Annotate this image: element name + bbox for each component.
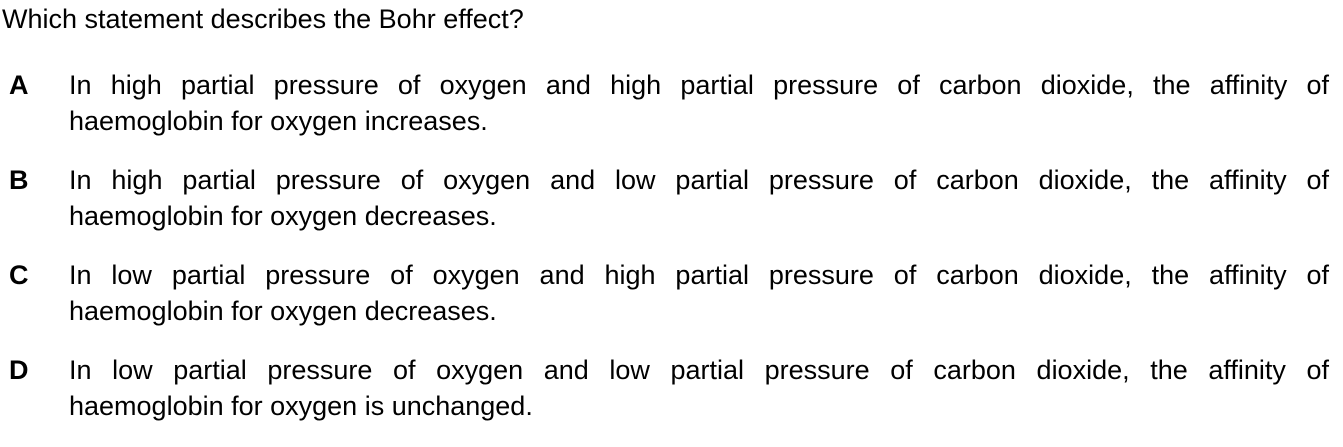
option-c[interactable]: C In low partial pressure of oxygen and … bbox=[0, 257, 1343, 352]
answer-options: A In high partial pressure of oxygen and… bbox=[0, 67, 1343, 447]
question-stem: Which statement describes the Bohr effec… bbox=[2, 4, 524, 34]
option-text-line: In high partial pressure of oxygen and h… bbox=[69, 70, 1329, 100]
option-text-line: haemoglobin for oxygen decreases. bbox=[69, 201, 497, 231]
option-text: In low partial pressure of oxygen and hi… bbox=[69, 257, 1329, 329]
option-text-line: In high partial pressure of oxygen and l… bbox=[69, 165, 1329, 195]
option-text-line: haemoglobin for oxygen increases. bbox=[69, 106, 488, 136]
option-b[interactable]: B In high partial pressure of oxygen and… bbox=[0, 162, 1343, 257]
option-text-line: In low partial pressure of oxygen and lo… bbox=[69, 355, 1329, 385]
option-text-line: haemoglobin for oxygen is unchanged. bbox=[69, 391, 533, 421]
option-text-line: haemoglobin for oxygen decreases. bbox=[69, 296, 497, 326]
option-text-line: In low partial pressure of oxygen and hi… bbox=[69, 260, 1329, 290]
option-letter: B bbox=[9, 165, 29, 195]
option-letter: A bbox=[9, 70, 29, 100]
option-text: In high partial pressure of oxygen and h… bbox=[69, 67, 1329, 139]
option-text: In high partial pressure of oxygen and l… bbox=[69, 162, 1329, 234]
option-d[interactable]: D In low partial pressure of oxygen and … bbox=[0, 352, 1343, 447]
option-letter: D bbox=[9, 355, 29, 385]
option-letter: C bbox=[9, 260, 29, 290]
option-text: In low partial pressure of oxygen and lo… bbox=[69, 352, 1329, 424]
option-a[interactable]: A In high partial pressure of oxygen and… bbox=[0, 67, 1343, 162]
